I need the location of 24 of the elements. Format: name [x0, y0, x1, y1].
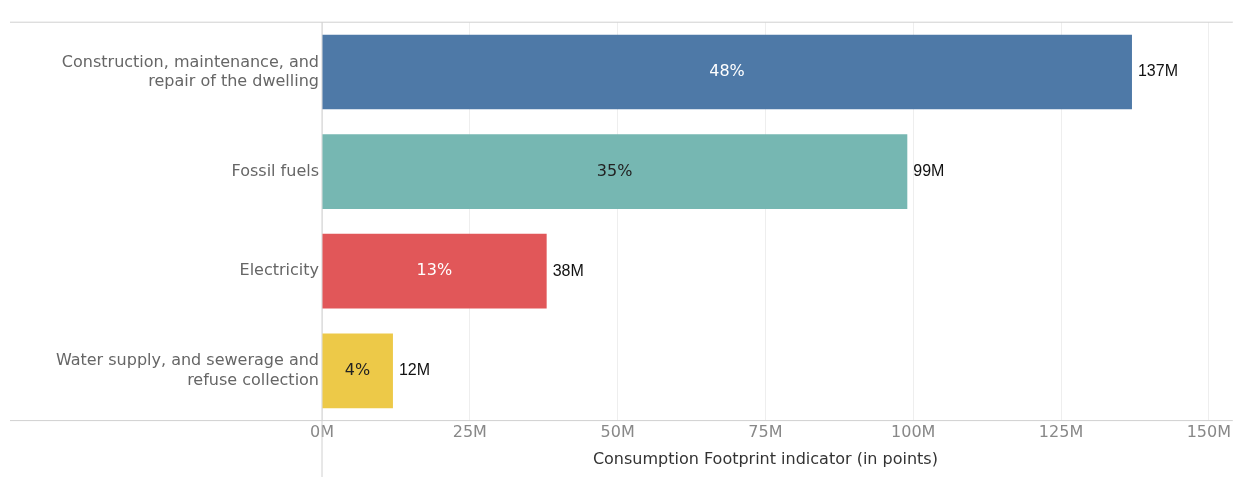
y-tick-label: Fossil fuels	[231, 160, 319, 180]
y-tick-label: Electricity	[239, 260, 319, 280]
annotation: 48%	[709, 61, 745, 81]
x-tick-label: 100M	[891, 422, 936, 442]
x-tick-label: 150M	[1186, 422, 1231, 442]
x-tick-label: 25M	[452, 422, 487, 442]
x-tick-label: 125M	[1038, 422, 1084, 442]
bar	[322, 34, 1132, 110]
x-tick-label: 0M	[310, 422, 334, 442]
annotation: 35%	[596, 160, 633, 180]
annotation: 4%	[344, 359, 371, 379]
data-label: 137M	[1137, 62, 1178, 80]
x-axis-title: Consumption Footprint indicator (in points)	[592, 448, 938, 468]
bar	[322, 134, 908, 209]
annotation: 13%	[416, 260, 453, 280]
bar	[322, 233, 547, 309]
y-tick-label: Water supply, and sewerage and refuse collection	[55, 350, 319, 389]
bar	[322, 333, 393, 409]
y-tick-label: Construction, maintenance, and repair of the dwelling	[61, 51, 319, 90]
data-label: 12M	[398, 361, 431, 379]
x-tick-label: 75M	[748, 422, 783, 442]
data-label: 38M	[552, 261, 584, 279]
x-tick-label: 50M	[600, 422, 635, 442]
data-label: 99M	[913, 162, 945, 180]
